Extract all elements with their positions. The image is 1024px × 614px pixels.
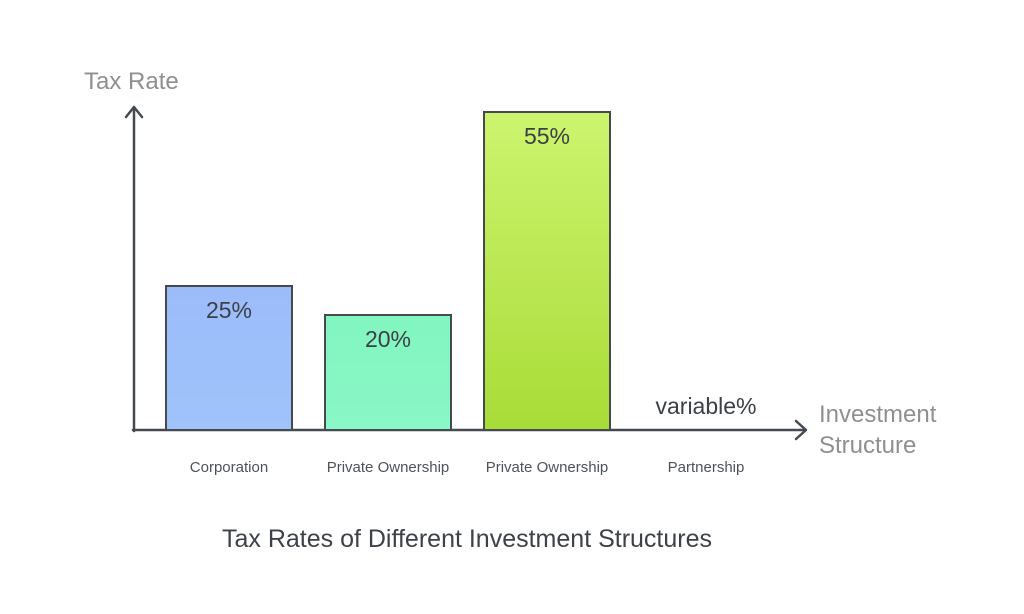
bar-corporation: 25% xyxy=(165,285,293,431)
bar-value-label: 55% xyxy=(523,123,571,149)
category-label-private-ownership-2: Private Ownership xyxy=(485,459,609,476)
bar-value-label: 25% xyxy=(205,297,253,323)
bar-partnership-value-label: variable% xyxy=(655,393,757,419)
y-axis xyxy=(124,105,144,433)
category-label-partnership: Partnership xyxy=(667,459,745,476)
x-axis-arrow-icon xyxy=(794,419,808,441)
y-axis-arrow-icon xyxy=(124,105,144,119)
category-label-corporation: Corporation xyxy=(189,459,269,476)
category-label-private-ownership-1: Private Ownership xyxy=(326,459,450,476)
bar-value-label: 20% xyxy=(364,326,412,352)
chart-title: Tax Rates of Different Investment Struct… xyxy=(221,525,713,553)
bar-private-ownership-2: 55% xyxy=(483,111,611,431)
y-axis-title: Tax Rate xyxy=(84,68,179,95)
bar-private-ownership-1: 20% xyxy=(324,314,452,431)
x-axis-title-line2: Structure xyxy=(819,432,917,459)
x-axis-title-line1: Investment xyxy=(819,401,937,428)
x-axis-title: Investment Structure xyxy=(819,399,936,461)
